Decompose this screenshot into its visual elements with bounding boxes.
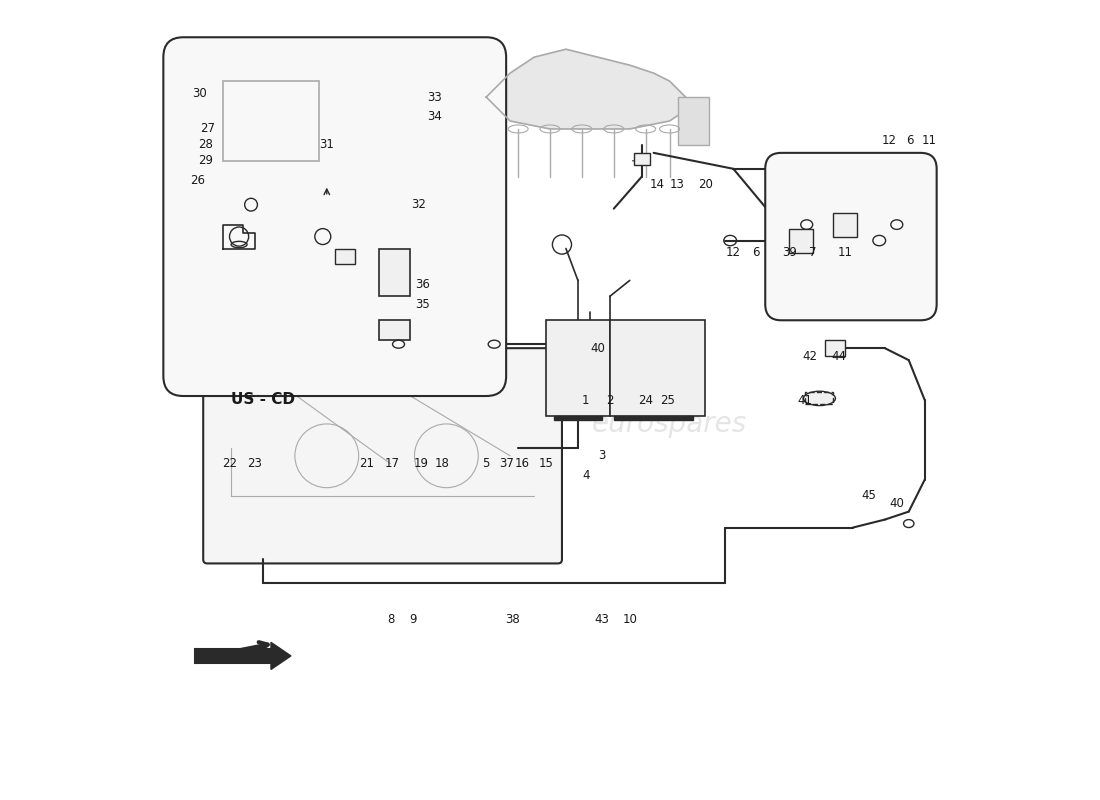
Text: 9: 9 <box>409 613 417 626</box>
Text: 12: 12 <box>726 246 741 259</box>
Text: 40: 40 <box>890 497 904 510</box>
Bar <box>195 649 271 663</box>
Polygon shape <box>271 642 290 670</box>
Bar <box>378 249 410 296</box>
Text: 4: 4 <box>582 470 590 482</box>
Text: 18: 18 <box>434 458 450 470</box>
Bar <box>805 392 833 404</box>
Text: 21: 21 <box>359 458 374 470</box>
Text: 7: 7 <box>810 246 817 259</box>
Text: 42: 42 <box>802 350 817 362</box>
Text: 24: 24 <box>638 394 653 406</box>
Text: 38: 38 <box>505 613 520 626</box>
Text: 10: 10 <box>623 613 637 626</box>
Text: 44: 44 <box>832 350 846 362</box>
FancyBboxPatch shape <box>766 153 937 320</box>
Text: 6: 6 <box>752 246 759 259</box>
Text: 20: 20 <box>698 178 713 191</box>
Text: 40: 40 <box>591 342 605 354</box>
Bar <box>334 249 354 265</box>
Text: 37: 37 <box>498 458 514 470</box>
Bar <box>223 81 319 161</box>
Bar <box>609 320 705 416</box>
Text: 35: 35 <box>415 298 430 311</box>
Bar <box>546 320 609 416</box>
Text: 12: 12 <box>881 134 896 147</box>
Text: 39: 39 <box>782 246 796 259</box>
Text: 23: 23 <box>248 458 263 470</box>
Bar <box>614 416 693 420</box>
Text: eurospares: eurospares <box>592 410 747 438</box>
Bar <box>678 97 710 145</box>
Text: 2: 2 <box>606 394 614 406</box>
Text: 31: 31 <box>319 138 334 151</box>
Text: 14: 14 <box>650 178 666 191</box>
Bar <box>825 340 845 356</box>
Text: 41: 41 <box>798 394 813 406</box>
Text: 34: 34 <box>427 110 442 123</box>
Text: 32: 32 <box>411 198 426 211</box>
Text: 25: 25 <box>661 394 675 406</box>
Text: 27: 27 <box>200 122 214 135</box>
Bar <box>378 320 410 340</box>
Text: 28: 28 <box>198 138 213 151</box>
Text: 17: 17 <box>385 458 399 470</box>
Polygon shape <box>486 50 693 129</box>
Text: US - CD: US - CD <box>231 392 295 407</box>
Text: 13: 13 <box>670 178 685 191</box>
Text: 26: 26 <box>190 174 205 187</box>
Text: 1: 1 <box>582 394 590 406</box>
Text: 6: 6 <box>906 134 914 147</box>
Text: 15: 15 <box>539 458 553 470</box>
Bar <box>634 153 650 165</box>
Text: 3: 3 <box>598 450 605 462</box>
Bar <box>554 416 602 420</box>
Text: 5: 5 <box>483 458 490 470</box>
Text: 33: 33 <box>427 90 442 103</box>
FancyBboxPatch shape <box>163 38 506 396</box>
Text: 30: 30 <box>191 86 207 99</box>
Text: 36: 36 <box>415 278 430 291</box>
Text: 45: 45 <box>861 489 877 502</box>
Bar <box>789 229 813 253</box>
Text: 11: 11 <box>837 246 852 259</box>
Text: 19: 19 <box>414 458 428 470</box>
Text: 8: 8 <box>387 613 394 626</box>
Text: 22: 22 <box>222 458 236 470</box>
Text: 43: 43 <box>594 613 609 626</box>
Text: 16: 16 <box>515 458 529 470</box>
Text: 11: 11 <box>921 134 936 147</box>
FancyBboxPatch shape <box>204 348 562 563</box>
Text: 29: 29 <box>198 154 213 167</box>
Text: eurospares: eurospares <box>297 410 452 438</box>
Bar <box>833 213 857 237</box>
